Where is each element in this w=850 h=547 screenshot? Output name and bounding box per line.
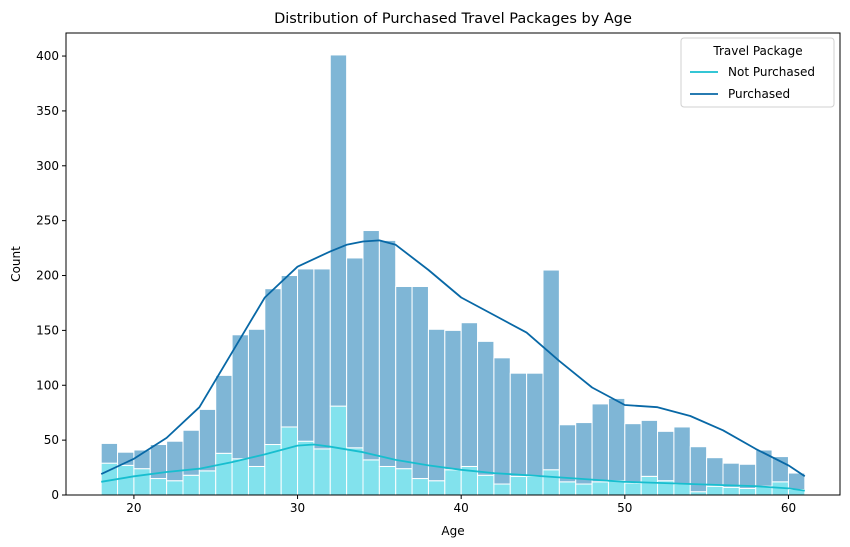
- bar-purchased: [411, 285, 429, 480]
- y-tick-label: 250: [36, 214, 59, 228]
- bar-not-purchased: [117, 464, 135, 496]
- y-axis: 0 50 100 150 200 250 300 350 400: [36, 49, 66, 502]
- legend: Travel Package Not Purchased Purchased: [680, 37, 835, 108]
- legend-label-purchased: Purchased: [728, 87, 790, 101]
- bar-not-purchased: [558, 481, 577, 496]
- bar-not-purchased: [722, 486, 740, 496]
- bar-purchased: [346, 257, 364, 449]
- x-tick-label: 20: [126, 501, 141, 515]
- bar-purchased: [395, 285, 413, 470]
- bar-not-purchased: [133, 468, 151, 496]
- bar-purchased: [477, 340, 495, 476]
- bar-purchased: [247, 328, 266, 467]
- bar-purchased: [542, 269, 560, 471]
- y-axis-label: Count: [9, 246, 23, 282]
- bar-purchased: [444, 329, 462, 471]
- bar-purchased: [706, 457, 724, 487]
- bar-purchased: [460, 322, 479, 467]
- bar-purchased: [198, 408, 217, 472]
- legend-label-not-purchased: Not Purchased: [728, 65, 815, 79]
- bar-purchased: [329, 54, 348, 407]
- bar-purchased: [624, 423, 642, 484]
- bar-purchased: [280, 275, 299, 428]
- bar-purchased: [591, 403, 609, 483]
- y-tick-label: 50: [44, 433, 59, 447]
- plot-frame: [65, 32, 841, 496]
- y-tick-label: 0: [51, 488, 59, 502]
- bar-purchased: [558, 424, 577, 483]
- bar-purchased: [100, 442, 119, 464]
- kde-layer: [100, 239, 806, 492]
- y-tick-label: 100: [36, 378, 59, 392]
- bar-not-purchased: [166, 480, 184, 496]
- bar-not-purchased: [591, 481, 609, 496]
- bar-not-purchased: [280, 426, 299, 496]
- legend-box: [680, 37, 835, 108]
- bar-not-purchased: [231, 458, 249, 496]
- bar-not-purchased: [198, 470, 217, 496]
- bar-not-purchased: [444, 469, 462, 496]
- bar-purchased: [493, 357, 511, 485]
- bar-purchased: [362, 230, 380, 461]
- x-tick-label: 30: [290, 501, 305, 515]
- bar-purchased: [313, 268, 331, 450]
- bar-not-purchased: [313, 448, 331, 496]
- bar-not-purchased: [624, 482, 642, 496]
- bar-purchased: [264, 288, 282, 446]
- bar-purchased: [378, 239, 397, 467]
- kde-line-purchased: [100, 239, 806, 478]
- bar-purchased: [640, 419, 659, 477]
- legend-title: Travel Package: [712, 44, 802, 58]
- bar-not-purchased: [477, 474, 495, 496]
- bar-purchased: [722, 462, 740, 488]
- bar-not-purchased: [215, 452, 233, 496]
- x-tick-label: 40: [454, 501, 469, 515]
- y-tick-label: 200: [36, 269, 59, 283]
- bar-purchased: [231, 334, 249, 460]
- bar-not-purchased: [378, 465, 397, 496]
- bar-purchased: [607, 397, 626, 482]
- bar-not-purchased: [526, 475, 544, 496]
- bar-not-purchased: [542, 469, 560, 496]
- bar-purchased: [657, 430, 675, 482]
- bar-purchased: [427, 328, 446, 482]
- bar-not-purchased: [247, 465, 266, 496]
- bar-not-purchased: [297, 440, 315, 496]
- x-axis-label: Age: [441, 524, 464, 538]
- bar-purchased: [166, 440, 184, 482]
- bar-not-purchased: [395, 468, 413, 496]
- bar-purchased: [509, 372, 528, 477]
- bar-not-purchased: [362, 459, 380, 496]
- bar-not-purchased: [607, 480, 626, 496]
- bar-purchased: [215, 374, 233, 454]
- x-axis: 20 30 40 50 60: [126, 495, 796, 515]
- bar-not-purchased: [427, 480, 446, 496]
- y-tick-label: 400: [36, 49, 59, 63]
- bar-purchased: [673, 426, 691, 485]
- bar-not-purchased: [493, 483, 511, 496]
- bar-not-purchased: [706, 485, 724, 496]
- bar-not-purchased: [575, 483, 593, 496]
- bar-not-purchased: [182, 474, 200, 496]
- bar-not-purchased: [738, 487, 757, 496]
- bar-purchased: [297, 268, 315, 442]
- bar-purchased: [738, 463, 757, 489]
- x-tick-label: 60: [781, 501, 796, 515]
- bar-not-purchased: [346, 447, 364, 496]
- y-tick-label: 300: [36, 159, 59, 173]
- bar-purchased: [526, 372, 544, 477]
- y-tick-label: 350: [36, 104, 59, 118]
- bar-not-purchased: [411, 478, 429, 496]
- bar-purchased: [575, 422, 593, 485]
- chart-title: Distribution of Purchased Travel Package…: [274, 11, 632, 27]
- kde-line-not-purchased: [101, 443, 805, 492]
- bar-not-purchased: [329, 405, 348, 496]
- bar-not-purchased: [509, 475, 528, 496]
- bar-not-purchased: [640, 475, 659, 496]
- y-tick-label: 150: [36, 323, 59, 337]
- bar-not-purchased: [149, 478, 168, 496]
- bar-not-purchased: [673, 483, 691, 496]
- x-tick-label: 50: [617, 501, 632, 515]
